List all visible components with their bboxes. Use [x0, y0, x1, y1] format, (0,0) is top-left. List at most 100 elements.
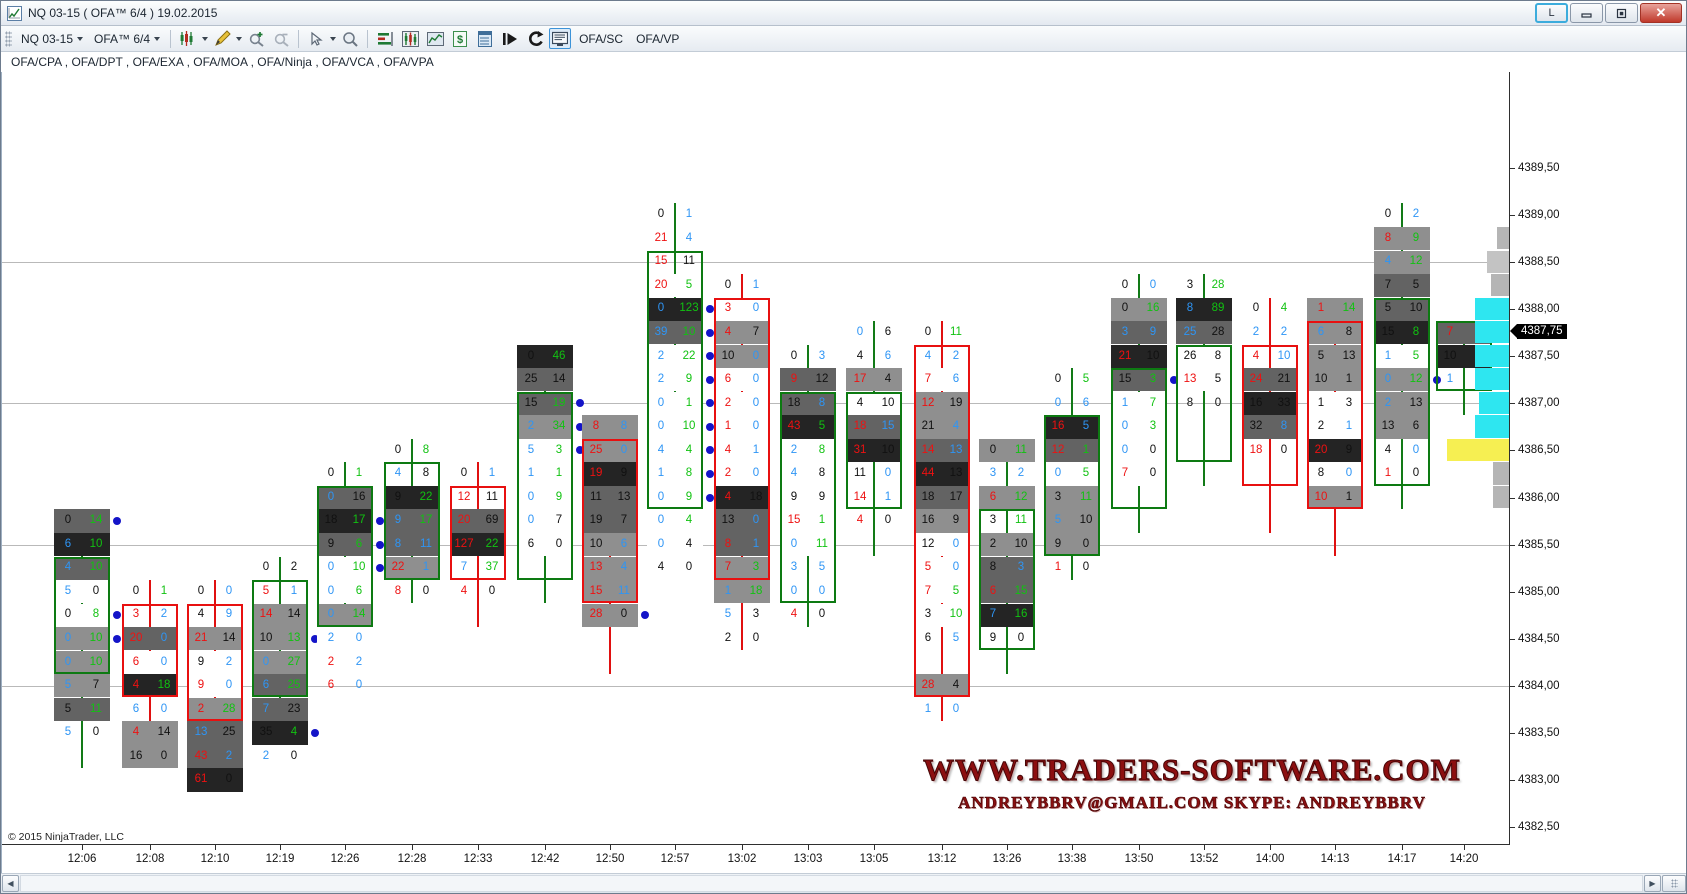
footprint-row[interactable]: 13 25 — [187, 721, 243, 745]
footprint-row[interactable]: 4 10 — [1242, 345, 1298, 368]
maximize-button[interactable] — [1605, 3, 1638, 23]
footprint-row[interactable]: 3 28 — [1176, 274, 1232, 297]
footprint-row[interactable]: 21 4 — [914, 415, 970, 439]
footprint-row[interactable]: 26 8 — [1176, 344, 1232, 368]
footprint-row[interactable]: 18 15 — [846, 415, 902, 439]
footprint-row[interactable]: 20 69 — [450, 509, 506, 533]
footprint-row[interactable]: 4 14 — [122, 721, 178, 745]
footprint-row[interactable]: 9 17 — [384, 509, 440, 533]
drawing-pencil-icon[interactable] — [211, 28, 233, 49]
footprint-row[interactable]: 28 0 — [582, 603, 638, 627]
chart-plot[interactable]: 4389,50 4389,00 4388,50 4388,00 4387,50 4387,… — [2, 72, 1686, 873]
horizontal-scrollbar[interactable]: ◀ ▶ — [1, 873, 1686, 893]
footprint-row[interactable]: 0 16 — [1111, 297, 1167, 321]
footprint-row[interactable]: 5 10 — [1044, 509, 1100, 533]
reload-icon[interactable] — [524, 28, 546, 49]
resize-grip[interactable] — [1662, 875, 1686, 892]
footprint-row[interactable]: 21 10 — [1111, 344, 1167, 368]
footprint-row[interactable]: 2 34 — [517, 415, 573, 439]
footprint-row[interactable]: 13 5 — [1176, 368, 1232, 392]
footprint-row[interactable]: 5 13 — [1307, 344, 1363, 368]
period-selector[interactable]: OFA™ 6/4 — [90, 29, 164, 49]
footprint-row[interactable]: 11 13 — [582, 485, 638, 510]
footprint-row[interactable]: 39 10 — [647, 321, 703, 345]
footprint-row[interactable]: 10 1 — [1307, 485, 1363, 510]
link-ofa-sc[interactable]: OFA/SC — [579, 31, 624, 46]
footprint-row[interactable]: 18 17 — [317, 509, 373, 533]
footprint-row[interactable]: 18 17 — [914, 485, 970, 510]
zoom-out-icon[interactable] — [270, 28, 292, 49]
data-series-icon[interactable] — [374, 28, 396, 49]
footprint-row[interactable]: 4 10 — [846, 391, 902, 415]
close-button[interactable]: ✕ — [1640, 3, 1682, 23]
footprint-row[interactable]: 0 14 — [317, 603, 373, 627]
display-icon[interactable] — [549, 28, 572, 49]
footprint-row[interactable]: 4 10 — [54, 556, 110, 580]
footprint-row[interactable]: 0 10 — [54, 627, 110, 651]
footprint-row[interactable]: 15 3 — [1111, 368, 1167, 392]
link-ofa-vp[interactable]: OFA/VP — [636, 31, 680, 46]
footprint-row[interactable]: 0 27 — [252, 650, 308, 674]
footprint-row[interactable]: 14 1 — [846, 486, 902, 509]
footprint-row[interactable]: 0 11 — [780, 533, 836, 557]
chart-trader-icon[interactable] — [424, 28, 446, 49]
footprint-row[interactable]: 0 11 — [914, 321, 970, 344]
footprint-row[interactable]: 10 13 — [252, 627, 308, 651]
footprint-row[interactable]: 5 10 — [1374, 297, 1430, 321]
footprint-row[interactable]: 25 14 — [517, 368, 573, 392]
footprint-row[interactable]: 15 1 — [780, 509, 836, 533]
footprint-row[interactable]: 13 4 — [582, 556, 638, 580]
footprint-row[interactable]: 4 12 — [1374, 250, 1430, 274]
footprint-row[interactable]: 1 14 — [1307, 297, 1363, 321]
footprint-row[interactable]: 15 11 — [582, 580, 638, 604]
footprint-row[interactable]: 127 22 — [450, 533, 506, 557]
footprint-row[interactable]: 16 0 — [122, 744, 178, 769]
scroll-right-button[interactable]: ▶ — [1644, 875, 1661, 892]
footprint-row[interactable]: 9 12 — [780, 368, 836, 392]
footprint-row[interactable]: 12 1 — [1044, 438, 1100, 463]
dollar-icon[interactable]: $ — [449, 28, 471, 49]
